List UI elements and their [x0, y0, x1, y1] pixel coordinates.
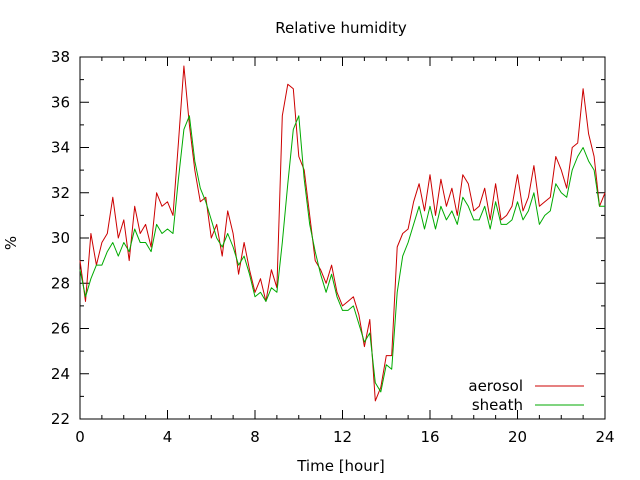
y-tick-label: 30 [51, 229, 70, 247]
x-axis-label: Time [hour] [296, 457, 385, 475]
y-axis-label: % [2, 236, 20, 250]
legend-label-aerosol: aerosol [468, 377, 523, 395]
y-tick-label: 36 [51, 93, 70, 111]
y-tick-label: 34 [51, 139, 70, 157]
y-tick-label: 32 [51, 184, 70, 202]
y-tick-label: 26 [51, 320, 70, 338]
axis-ticks: 0 4 8 12 16 20 24 22 24 26 28 30 32 34 36 38 [51, 48, 615, 446]
y-tick-label: 38 [51, 48, 70, 66]
x-tick-label: 16 [420, 428, 439, 446]
plot-frame [79, 56, 606, 420]
series-line-sheath [79, 115, 605, 393]
series-layer [79, 65, 606, 402]
legend-label-sheath: sheath [472, 396, 523, 414]
x-tick-label: 0 [75, 428, 85, 446]
series-line-aerosol [79, 65, 606, 402]
y-tick-label: 28 [51, 274, 70, 292]
x-tick-label: 12 [333, 428, 352, 446]
x-tick-label: 20 [508, 428, 527, 446]
x-tick-label: 8 [250, 428, 260, 446]
x-tick-label: 24 [595, 428, 614, 446]
y-tick-label: 22 [51, 410, 70, 428]
x-tick-label: 4 [163, 428, 173, 446]
y-tick-label: 24 [51, 365, 70, 383]
chart-title: Relative humidity [275, 19, 407, 37]
